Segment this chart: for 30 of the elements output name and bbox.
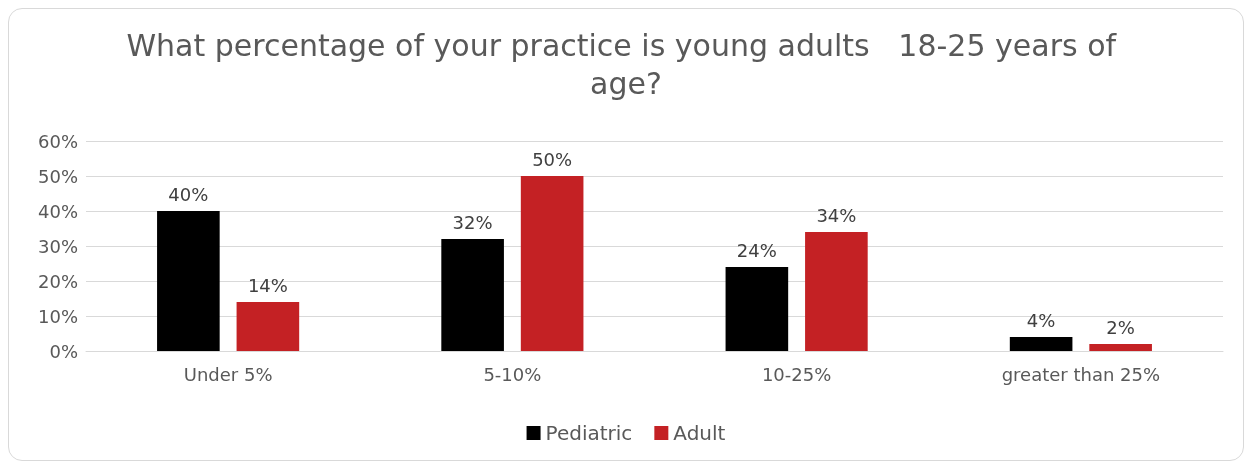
bar [805,232,868,351]
data-label: 50% [532,148,573,170]
data-label: 2% [1106,316,1135,338]
data-label: 40% [168,183,209,205]
data-label: 14% [247,274,288,296]
y-tick-label: 50% [37,165,78,187]
x-tick-label: 5-10% [483,363,542,385]
y-tick-label: 0% [49,340,78,362]
data-label: 34% [816,204,857,226]
bar [725,267,789,351]
y-tick-label: 10% [37,305,78,327]
y-tick-label: 40% [37,200,78,222]
y-tick-label: 20% [37,270,78,292]
legend-label: Adult [673,421,726,445]
legend-label: Pediatric [545,421,633,445]
x-tick-label: greater than 25% [1001,363,1161,385]
bar [236,302,300,351]
y-tick-label: 30% [37,235,78,257]
bar [441,239,504,351]
bar [520,176,584,351]
bar [1009,337,1073,351]
data-label: 24% [736,239,777,261]
bar [157,211,220,351]
bar [1089,344,1152,351]
x-tick-label: Under 5% [183,363,273,385]
chart-title: What percentage of your practice is young adults 18-25 years of age? [126,27,1126,101]
data-label: 4% [1026,309,1056,331]
data-label: 32% [452,211,493,233]
x-tick-label: 10-25% [761,363,832,385]
y-tick-label: 60% [37,130,78,152]
